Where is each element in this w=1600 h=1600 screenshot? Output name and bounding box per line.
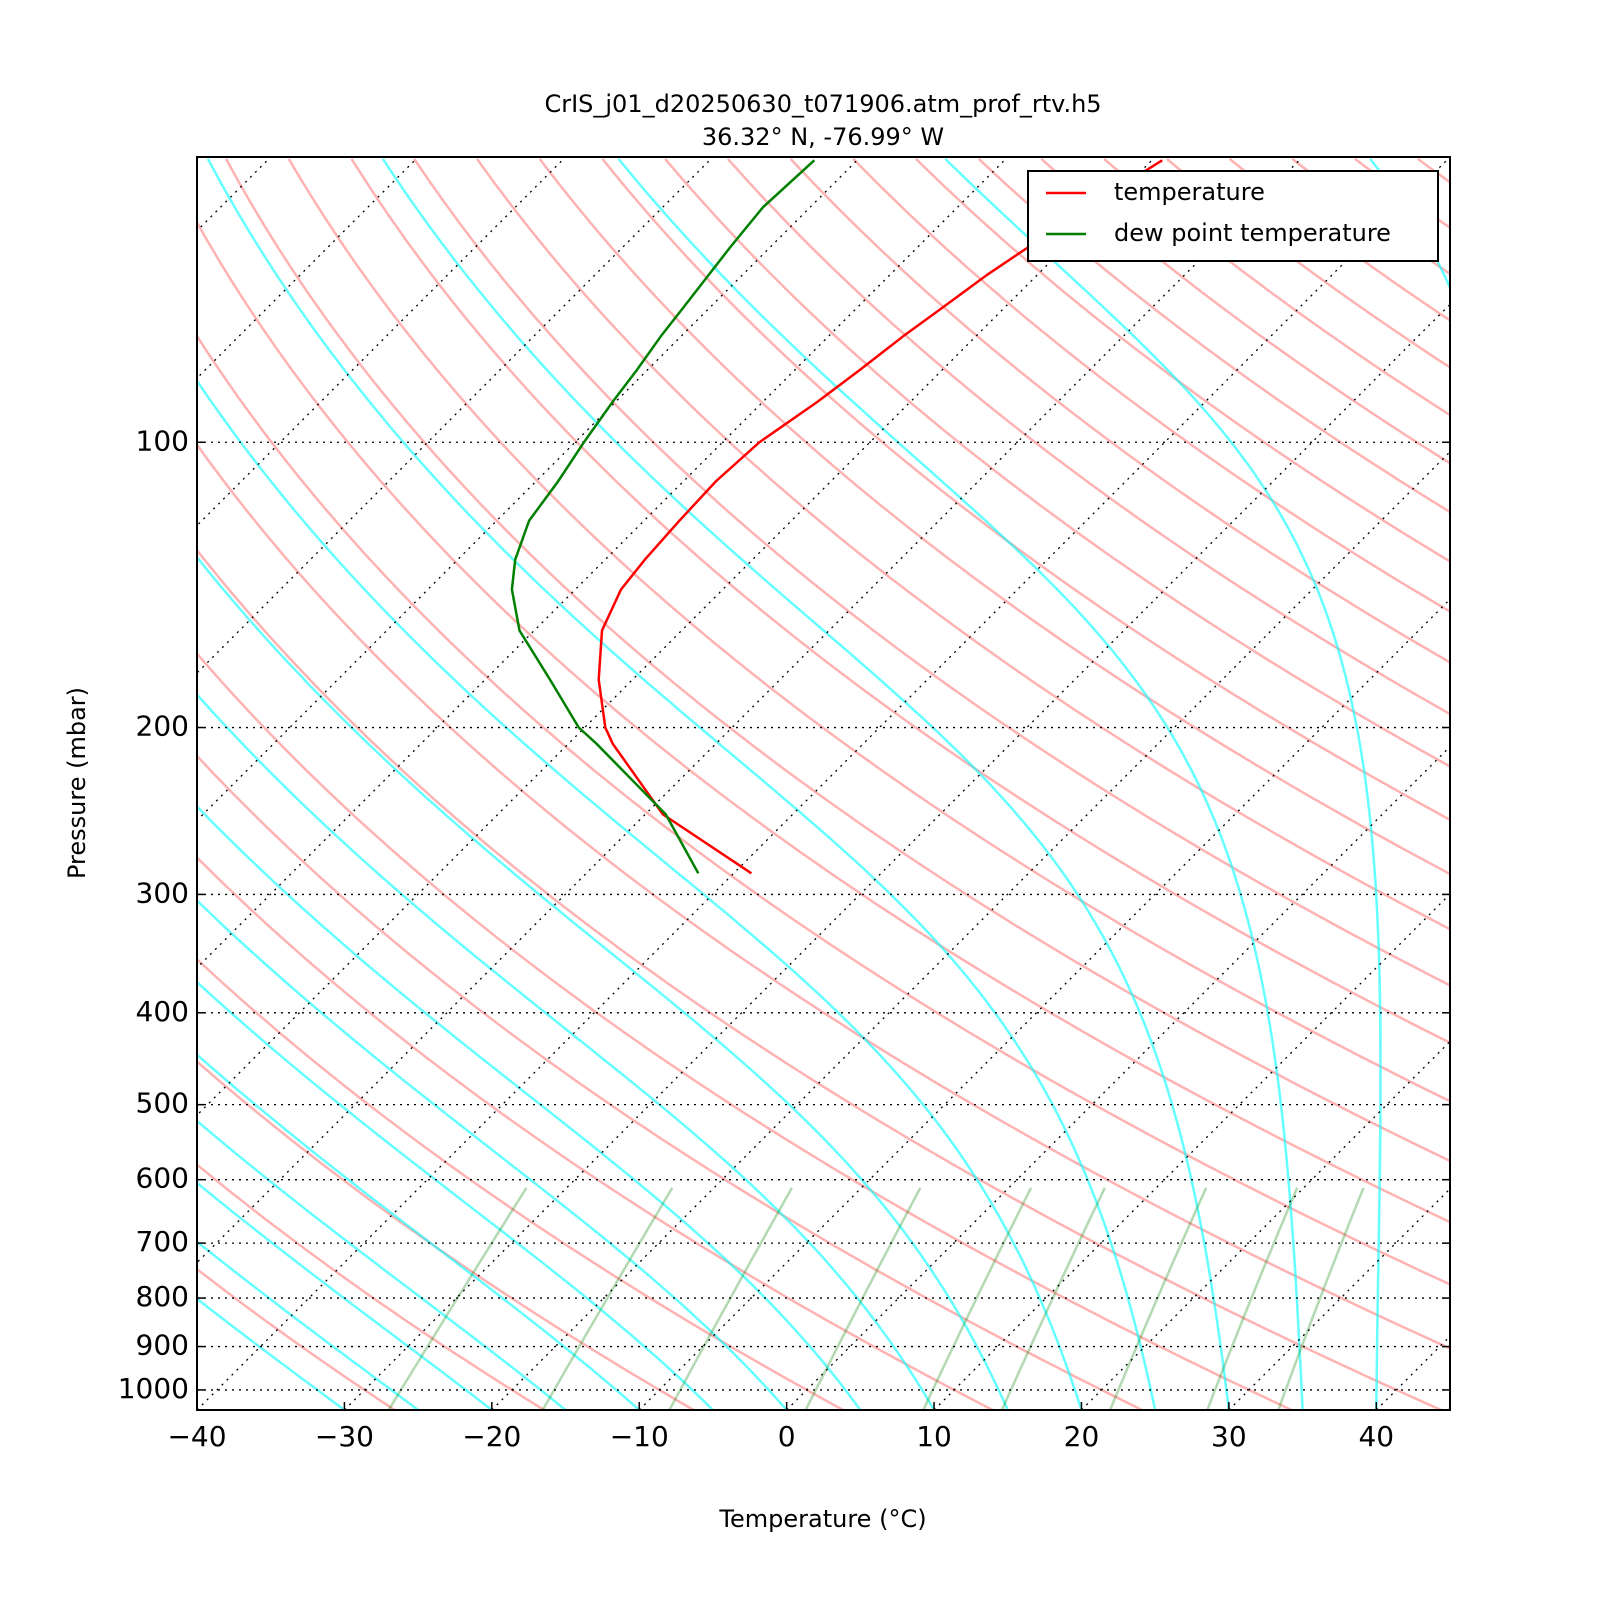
dry-adiabat bbox=[538, 158, 1450, 876]
mixing-ratio-line bbox=[387, 1187, 528, 1410]
dry-adiabat bbox=[915, 158, 1450, 563]
x-axis-label: Temperature (°C) bbox=[718, 1505, 926, 1533]
dry-adiabat bbox=[977, 157, 1450, 514]
dry-adiabat bbox=[197, 442, 1450, 1350]
isotherm bbox=[786, 745, 1450, 1410]
dry-adiabat bbox=[197, 651, 1293, 1410]
moist-adiabat bbox=[197, 1053, 641, 1410]
dry-adiabat bbox=[225, 158, 1450, 1163]
dry-adiabat bbox=[287, 158, 1450, 1103]
dry-adiabat bbox=[1103, 157, 1450, 417]
dry-adiabat bbox=[350, 158, 1450, 1045]
y-tick-label: 700 bbox=[136, 1225, 189, 1258]
moist-adiabat bbox=[197, 1119, 567, 1410]
x-tick-label: 10 bbox=[916, 1420, 952, 1453]
moist-adiabat bbox=[944, 158, 1382, 1410]
moist-adiabat bbox=[197, 804, 862, 1410]
moist-adiabat bbox=[381, 158, 1231, 1410]
dry-adiabat bbox=[197, 957, 844, 1410]
y-axis-label: Pressure (mbar) bbox=[63, 687, 91, 879]
moist-adiabat bbox=[197, 1181, 493, 1410]
mixing-ratio-line bbox=[1108, 1187, 1208, 1410]
legend-frame bbox=[1027, 170, 1439, 262]
isotherm bbox=[638, 598, 1450, 1410]
y-tick-label: 900 bbox=[136, 1329, 189, 1362]
background-lines bbox=[197, 157, 1450, 1410]
plot-frame bbox=[196, 156, 1451, 1411]
moist-adiabat bbox=[197, 555, 1009, 1410]
x-tick-label: −10 bbox=[610, 1420, 669, 1453]
legend: temperature dew point temperature bbox=[1027, 170, 1439, 262]
moist-adiabat bbox=[197, 898, 788, 1410]
y-tick-label: 200 bbox=[136, 710, 189, 743]
mixing-ratio-line bbox=[541, 1187, 674, 1410]
mixing-ratio-line bbox=[1206, 1187, 1299, 1410]
mixing-ratio-line bbox=[668, 1187, 793, 1410]
x-tick-label: 40 bbox=[1358, 1420, 1394, 1453]
y-tick-label: 500 bbox=[136, 1087, 189, 1120]
chart-title: CrIS_j01_d20250630_t071906.atm_prof_rtv.… bbox=[544, 90, 1101, 118]
dry-adiabat bbox=[197, 333, 1450, 1286]
x-tick-label: 0 bbox=[778, 1420, 796, 1453]
moist-adiabat bbox=[197, 692, 936, 1410]
isotherm bbox=[343, 303, 1450, 1410]
dry-adiabat bbox=[789, 158, 1450, 664]
isotherm bbox=[491, 450, 1450, 1410]
x-tick-label: −40 bbox=[167, 1420, 226, 1453]
y-tick-label: 800 bbox=[136, 1280, 189, 1313]
dry-adiabat bbox=[197, 220, 1450, 1224]
y-tick-label: 100 bbox=[136, 424, 189, 457]
profile-line bbox=[510, 159, 816, 874]
legend-label: dew point temperature bbox=[1114, 219, 1391, 247]
mixing-ratio-line bbox=[1000, 1187, 1106, 1410]
dry-adiabat bbox=[601, 158, 1450, 822]
mixing-ratio-line bbox=[804, 1187, 922, 1410]
mixing-ratio-line bbox=[1277, 1187, 1365, 1410]
chart-subtitle: 36.32° N, -76.99° W bbox=[702, 123, 944, 151]
dry-adiabat bbox=[852, 158, 1450, 614]
dry-adiabat bbox=[664, 158, 1450, 768]
profile-line bbox=[597, 159, 1163, 875]
x-tick-label: 30 bbox=[1211, 1420, 1247, 1453]
isotherm bbox=[197, 157, 1450, 1410]
dry-adiabat bbox=[726, 158, 1450, 716]
y-tick-label: 600 bbox=[136, 1162, 189, 1195]
dry-adiabat bbox=[413, 158, 1450, 987]
moist-adiabat bbox=[197, 378, 1083, 1410]
x-tick-label: −20 bbox=[462, 1420, 521, 1453]
y-tick-label: 400 bbox=[136, 995, 189, 1028]
isotherm bbox=[1081, 1040, 1450, 1410]
dry-adiabat bbox=[197, 1163, 545, 1410]
moist-adiabat bbox=[197, 980, 714, 1410]
dry-adiabat bbox=[197, 548, 1442, 1410]
moist-adiabat bbox=[206, 158, 1157, 1410]
x-tick-label: −30 bbox=[315, 1420, 374, 1453]
y-tick-label: 300 bbox=[136, 876, 189, 909]
isotherm bbox=[933, 893, 1450, 1410]
x-tick-label: 20 bbox=[1064, 1420, 1100, 1453]
legend-label: temperature bbox=[1114, 178, 1265, 206]
dry-adiabat bbox=[197, 1059, 695, 1410]
dry-adiabat bbox=[197, 855, 994, 1410]
mixing-ratio-line bbox=[922, 1187, 1033, 1410]
isotherm bbox=[197, 157, 1304, 1264]
y-tick-label: 1000 bbox=[118, 1372, 189, 1405]
dry-adiabat bbox=[475, 158, 1450, 931]
dry-adiabat bbox=[1040, 157, 1450, 465]
profiles bbox=[510, 159, 1163, 875]
isotherm bbox=[1228, 1187, 1450, 1410]
dry-adiabat bbox=[197, 754, 1143, 1410]
